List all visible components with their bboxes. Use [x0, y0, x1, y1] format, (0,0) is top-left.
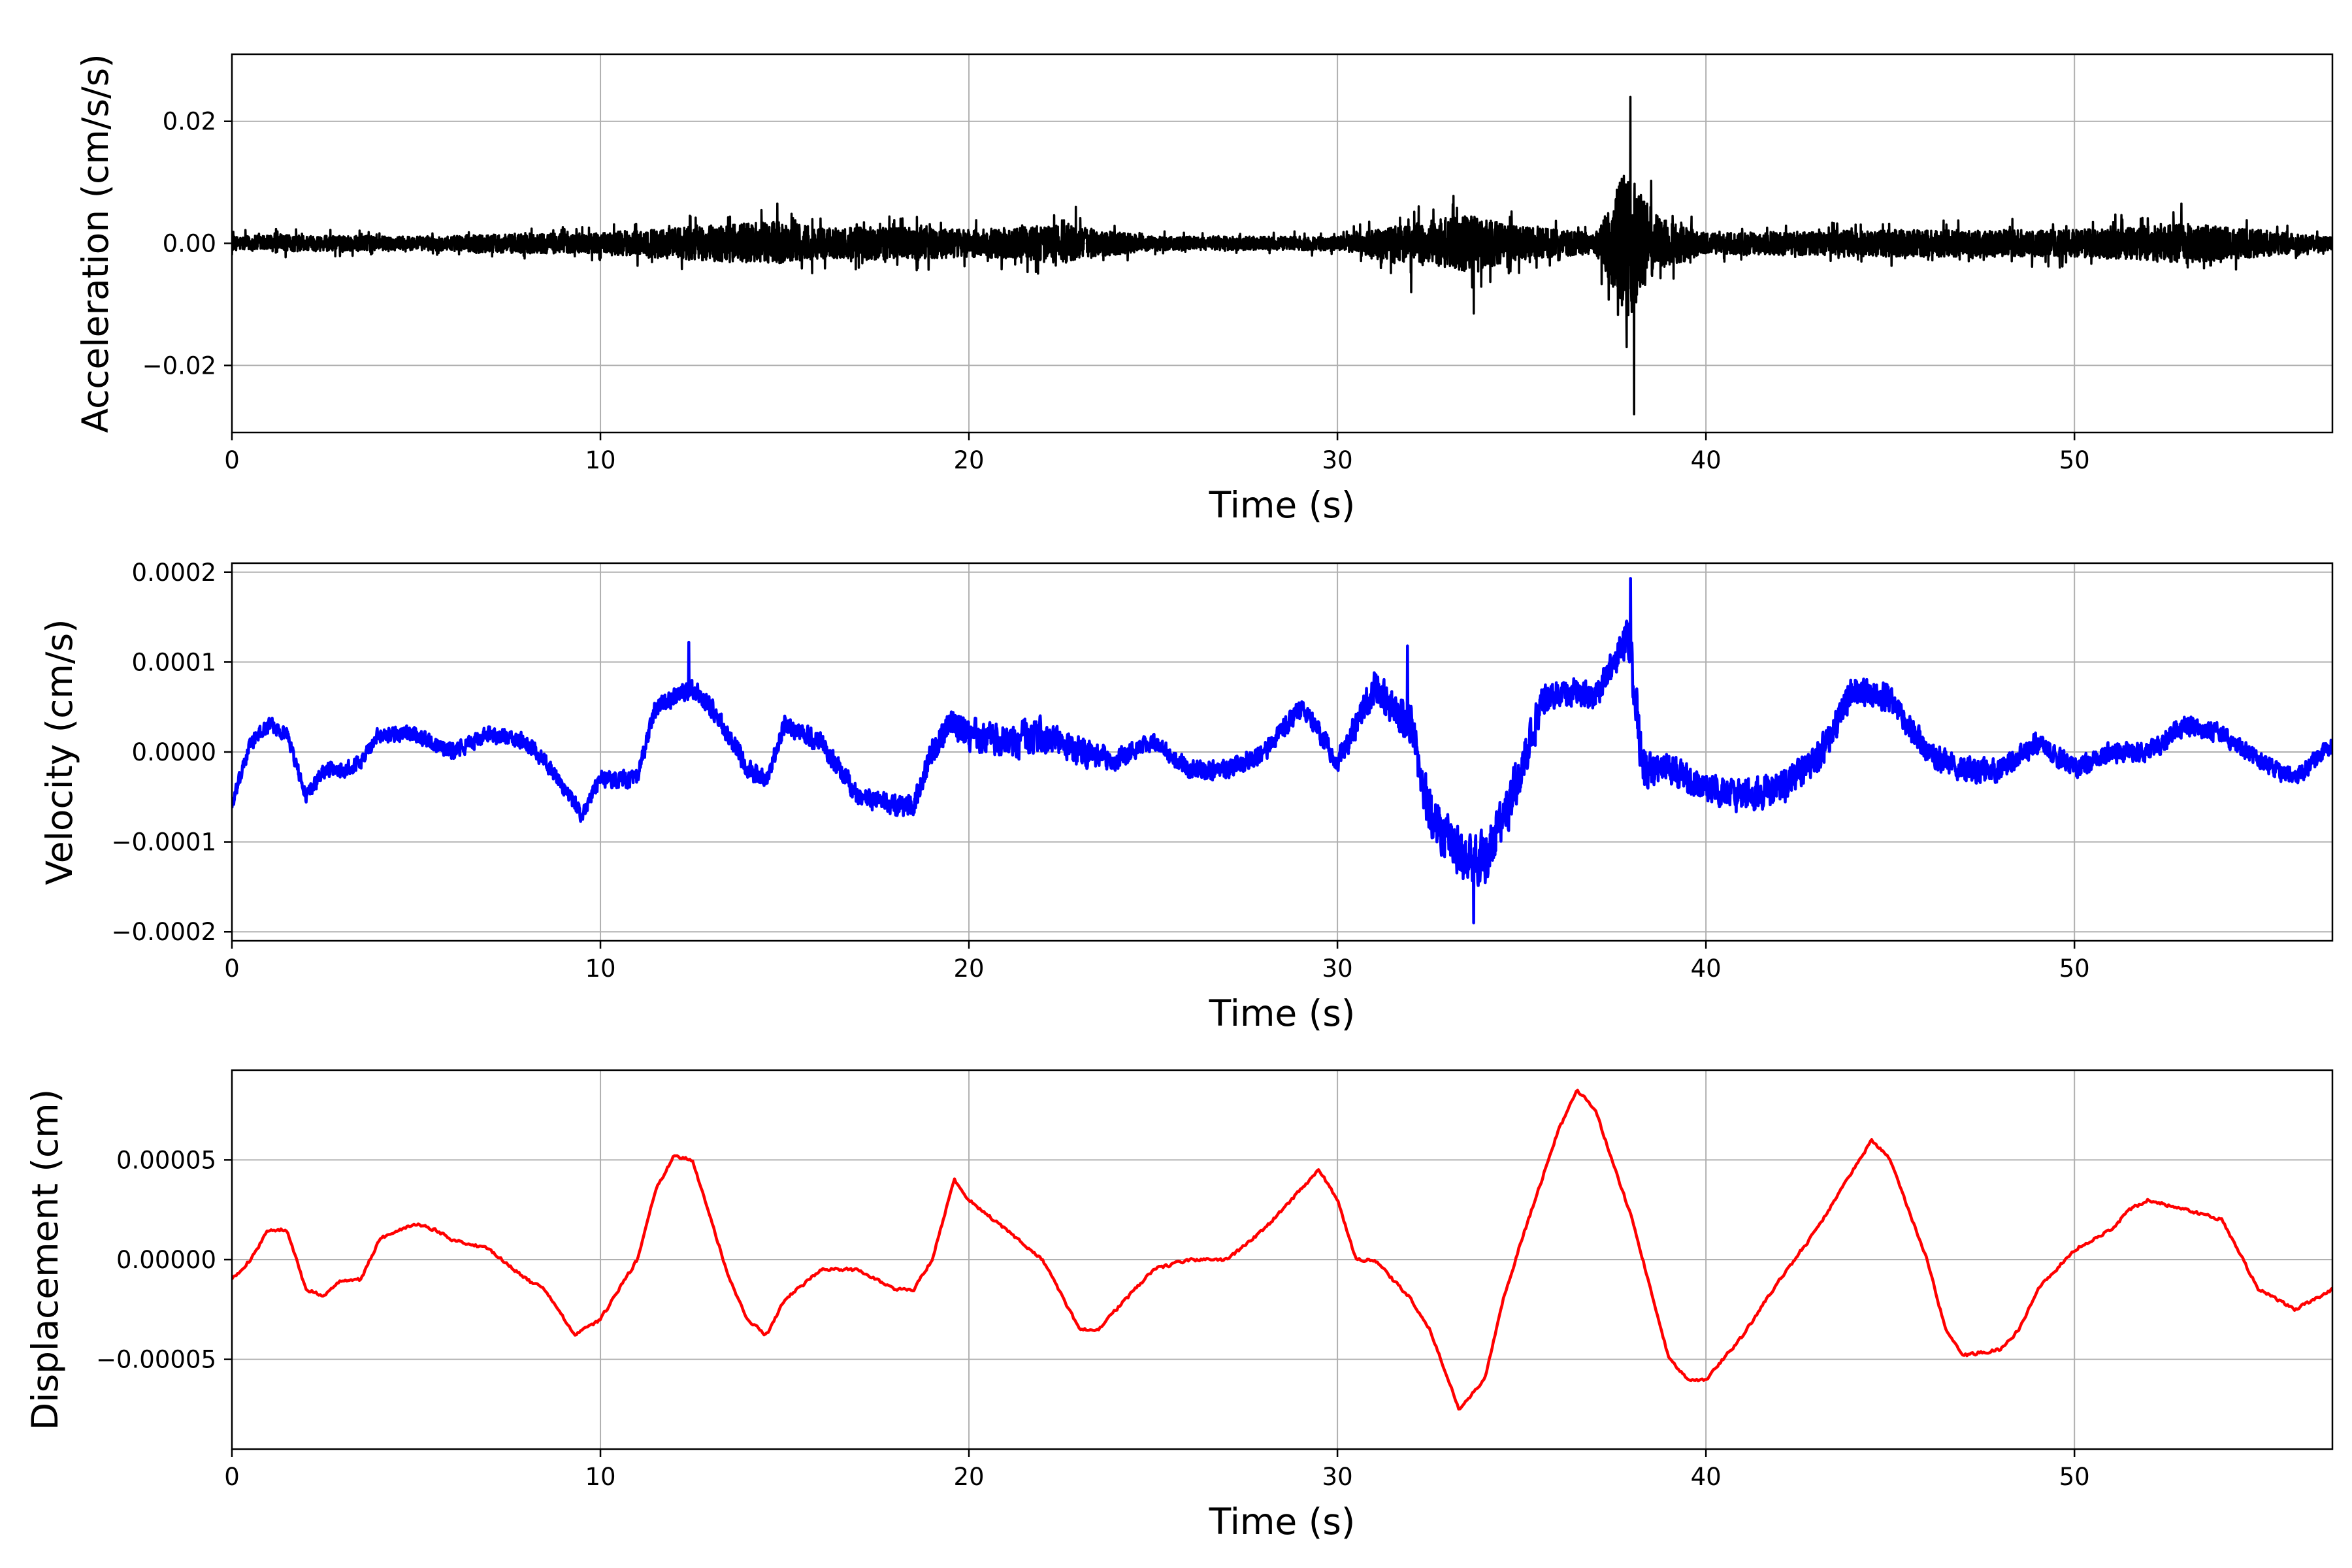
acceleration-trace [232, 95, 2332, 416]
acceleration-x-tick-label: 20 [954, 446, 985, 474]
acceleration-y-tick-label: −0.02 [142, 351, 216, 380]
acceleration-x-axis-label: Time (s) [1209, 484, 1356, 526]
displacement-x-tick-label: 0 [224, 1463, 240, 1491]
velocity-x-ticks: 0 10 20 30 40 50 [224, 941, 2090, 983]
velocity-panel: 0 10 20 30 40 50 −0.0002 −0.0001 0.0000 0.0001 0.… [39, 559, 2334, 1034]
displacement-x-tick-label: 50 [2059, 1463, 2090, 1491]
acceleration-y-ticks: −0.02 0.00 0.02 [142, 108, 232, 380]
displacement-y-tick-label: 0.00005 [116, 1146, 216, 1174]
velocity-y-axis-label: Velocity (cm/s) [39, 619, 80, 885]
displacement-y-tick-label: 0.00000 [116, 1246, 216, 1274]
displacement-x-tick-label: 30 [1322, 1463, 1353, 1491]
displacement-y-tick-label: −0.00005 [96, 1346, 216, 1374]
velocity-y-tick-label: 0.0002 [132, 559, 216, 587]
displacement-x-tick-label: 20 [954, 1463, 985, 1491]
acceleration-y-tick-label: 0.02 [163, 108, 216, 136]
acceleration-y-axis-label: Acceleration (cm/s/s) [74, 54, 116, 433]
velocity-x-tick-label: 50 [2059, 955, 2090, 983]
displacement-x-ticks: 0 10 20 30 40 50 [224, 1449, 2090, 1491]
acceleration-x-tick-label: 0 [224, 446, 240, 474]
velocity-x-tick-label: 10 [585, 955, 615, 983]
velocity-x-tick-label: 40 [1691, 955, 1722, 983]
velocity-y-tick-label: 0.0001 [132, 648, 216, 676]
displacement-panel: 0 10 20 30 40 50 −0.00005 0.00000 0.00005 Time … [24, 1069, 2334, 1543]
acceleration-x-tick-label: 30 [1322, 446, 1353, 474]
displacement-x-tick-label: 10 [585, 1463, 615, 1491]
velocity-y-tick-label: −0.0002 [112, 918, 216, 946]
velocity-trace [232, 577, 2332, 924]
acceleration-panel: 0 10 20 30 40 50 −0.02 0.00 0.02 Time (s) Accel… [74, 53, 2334, 526]
displacement-y-axis-label: Displacement (cm) [24, 1089, 66, 1430]
acceleration-x-tick-label: 10 [585, 446, 615, 474]
velocity-x-tick-label: 20 [954, 955, 985, 983]
acceleration-y-tick-label: 0.00 [163, 230, 216, 258]
velocity-grid [231, 563, 2332, 941]
displacement-trace [232, 1088, 2332, 1411]
displacement-x-axis-label: Time (s) [1209, 1501, 1356, 1543]
velocity-x-tick-label: 30 [1322, 955, 1353, 983]
velocity-x-axis-label: Time (s) [1209, 992, 1356, 1034]
acceleration-series-line [232, 95, 2332, 416]
acceleration-x-ticks: 0 10 20 30 40 50 [224, 433, 2090, 474]
displacement-grid [231, 1070, 2332, 1449]
velocity-y-ticks: −0.0002 −0.0001 0.0000 0.0001 0.0002 [112, 559, 232, 946]
velocity-y-tick-label: 0.0000 [132, 738, 216, 766]
velocity-x-tick-label: 0 [224, 955, 240, 983]
displacement-y-ticks: −0.00005 0.00000 0.00005 [96, 1146, 232, 1374]
acceleration-x-tick-label: 40 [1691, 446, 1722, 474]
displacement-series-line [232, 1088, 2332, 1411]
velocity-series-line [232, 577, 2332, 924]
velocity-y-tick-label: −0.0001 [112, 828, 216, 857]
displacement-x-tick-label: 40 [1691, 1463, 1722, 1491]
acceleration-x-tick-label: 50 [2059, 446, 2090, 474]
